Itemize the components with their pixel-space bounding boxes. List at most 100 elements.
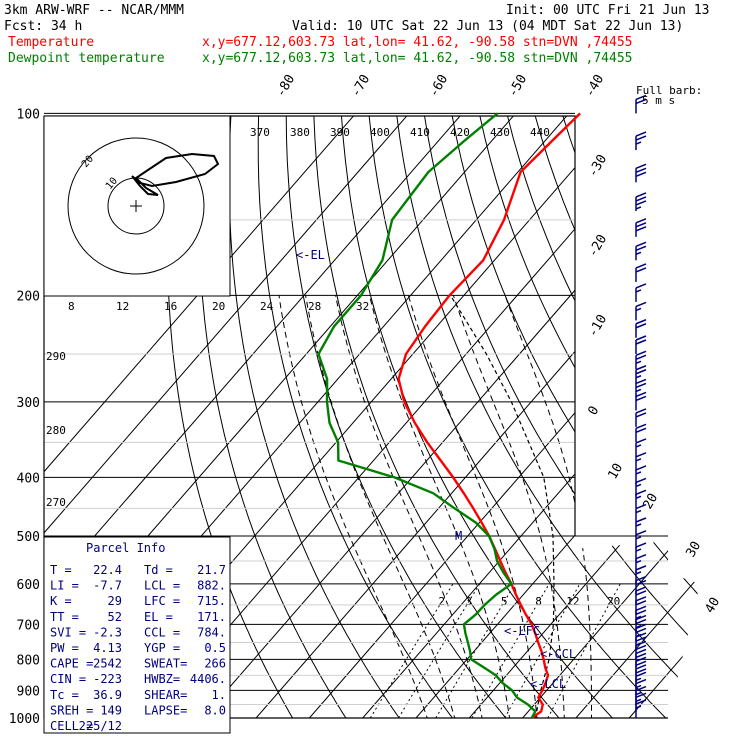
wind-barb-flag — [635, 685, 647, 692]
wind-barb-flag — [635, 615, 642, 620]
parcel-info-cell: SVI = — [50, 625, 86, 639]
wind-barb-flag — [635, 94, 647, 101]
wind-barb-flag — [635, 206, 642, 210]
pressure-label: 500 — [17, 530, 40, 545]
wind-barb-flag — [635, 624, 642, 629]
parcel-info-cell: CELL = — [50, 719, 93, 733]
isotherm-line — [44, 116, 410, 718]
wind-barb-flag — [635, 677, 642, 682]
wind-barb-flag — [635, 458, 642, 462]
isotherm-line — [682, 116, 700, 718]
pressure-label: 1000 — [9, 712, 40, 727]
wind-barb-flag — [635, 623, 647, 630]
wind-barb-flag — [635, 705, 642, 709]
dry-adiabat — [228, 116, 409, 718]
wind-barb-flag — [635, 471, 642, 475]
wind-barb-flag — [635, 171, 647, 177]
pressure-label: 700 — [17, 618, 40, 633]
wind-barb-flag — [635, 369, 647, 375]
moist-adiabat — [452, 295, 566, 718]
parcel-info-cell: T = — [50, 563, 72, 577]
parcel-info-cell: 4406. — [190, 672, 226, 686]
wind-barb-flag — [635, 668, 647, 674]
dry-adiabat — [644, 116, 700, 718]
moist-adiabat — [504, 295, 592, 718]
parcel-info-cell: YGP = — [144, 641, 180, 655]
temperature-tick-label: -20 — [585, 232, 610, 260]
temperature-tick-label: -10 — [585, 312, 610, 340]
wind-barb-flag — [635, 698, 642, 703]
wind-barb-flag — [635, 652, 647, 659]
wind-barb-flag — [635, 571, 642, 575]
parcel-info-cell: 266 — [204, 657, 226, 671]
theta-label: 410 — [410, 126, 430, 139]
wind-barb-flag — [635, 444, 642, 448]
wind-barb-flag — [635, 131, 647, 137]
theta-label: 380 — [290, 126, 310, 139]
dry-adiabat — [699, 116, 700, 718]
dewpoint-line — [317, 112, 537, 719]
wind-barb-flag — [635, 167, 647, 173]
mixing-ratio-label: 20 — [607, 595, 620, 608]
wind-barb-flag — [635, 245, 647, 252]
parcel-info-cell: -223 — [93, 672, 122, 686]
parcel-info-cell: LFC = — [144, 594, 180, 608]
wind-barb-flag — [635, 477, 647, 484]
legend-temperature-info: x,y=677.12,603.73 lat,lon= 41.62, -90.58… — [202, 35, 632, 50]
mixing-ratio-line — [435, 583, 516, 718]
moist-adiabat — [335, 295, 486, 718]
wind-barb-flag — [635, 536, 642, 540]
wind-barb-flag — [635, 664, 647, 670]
wind-barb-flag — [635, 692, 647, 699]
wind-barb-flag — [635, 684, 642, 689]
isotherm-line — [522, 116, 700, 718]
wind-barb-flag — [635, 656, 647, 663]
parcel-info-cell: SWEAT= — [144, 657, 187, 671]
wind-barb-flag — [635, 548, 642, 552]
parcel-info-cell: 0.5 — [204, 641, 226, 655]
theta-label: 270 — [46, 496, 66, 509]
wind-barb-flag — [635, 335, 647, 341]
model-title: 3km ARW-WRF -- NCAR/MMM — [4, 3, 184, 18]
hodograph-speed-label: 16 — [164, 300, 177, 313]
parcel-info-cell: LCL = — [144, 579, 180, 593]
wind-barb-flag — [635, 609, 647, 616]
temperature-tick-label: -50 — [505, 72, 530, 100]
temperature-tick-label: 20 — [640, 491, 661, 512]
parcel-info-cell: 171. — [197, 610, 226, 624]
wind-barb-flag — [635, 350, 647, 356]
parcel-info-cell: PW = — [50, 641, 79, 655]
wind-barb-flag — [635, 517, 647, 523]
parcel-info-cell: 4.13 — [93, 641, 122, 655]
parcel-info-cell: 8.0 — [204, 703, 226, 717]
parcel-info-cell: 2542 — [93, 657, 122, 671]
parcel-info-cell: Td = — [144, 563, 173, 577]
dry-adiabat — [534, 116, 700, 718]
forecast-hour: Fcst: 34 h — [4, 19, 82, 34]
isotherm-line — [202, 116, 700, 718]
init-time: Init: 00 UTC Fri 21 Jun 13 — [506, 3, 710, 18]
pressure-label: 600 — [17, 578, 40, 593]
dry-adiabat — [478, 116, 700, 718]
parcel-info-cell: CIN = — [50, 672, 86, 686]
wind-barb-flag — [635, 596, 647, 602]
wind-barb-flag — [635, 267, 647, 273]
parcel-info-cell: 29 — [108, 594, 122, 608]
legend-dewpoint-info: x,y=677.12,603.73 lat,lon= 41.62, -90.58… — [202, 51, 632, 66]
wind-barb-flag — [635, 560, 642, 564]
wind-barb-flag — [635, 523, 642, 527]
wind-barb-flag — [635, 554, 647, 560]
temperature-tick-label: 30 — [683, 539, 704, 560]
parcel-info-cell: LI = — [50, 579, 79, 593]
wind-barb-flag — [635, 241, 647, 248]
hodograph-speed-label: 8 — [68, 300, 75, 313]
wind-barb-flag — [635, 222, 647, 228]
parcel-info-cell: SREH = — [50, 703, 93, 717]
wind-barbs — [635, 94, 647, 718]
wind-barb-flag — [635, 627, 647, 634]
temperature-line — [397, 112, 581, 719]
parcel-info-cell: 715. — [197, 594, 226, 608]
level-marker-label: M — [455, 529, 462, 543]
wind-barb-flag — [635, 388, 642, 393]
